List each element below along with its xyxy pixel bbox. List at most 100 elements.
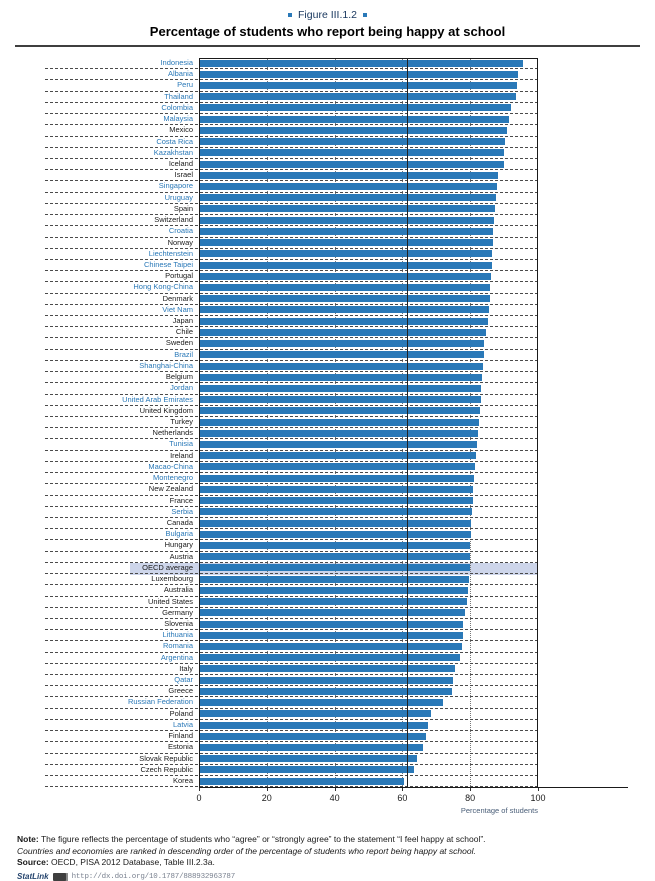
bar: [199, 138, 506, 146]
country-label: Greece: [168, 686, 193, 696]
bar: [199, 699, 443, 707]
table-row: Malaysia: [45, 114, 538, 126]
plot-cell: [199, 260, 538, 270]
bar: [199, 93, 516, 101]
bar: [199, 463, 476, 471]
table-row: OECD average: [45, 563, 538, 575]
axis-tick-label: 20: [261, 793, 272, 803]
table-row: Australia: [45, 585, 538, 597]
plot-cell: [199, 80, 538, 90]
chart-rows: Indonesia Albania Peru Thailand Colombia Mala…: [45, 58, 538, 788]
country-label: Costa Rica: [156, 136, 193, 146]
table-row: Qatar: [45, 675, 538, 687]
bar: [199, 216, 494, 224]
plot-cell: [199, 507, 538, 517]
title-separator: [15, 45, 640, 47]
bar: [199, 553, 470, 561]
table-row: Singapore: [45, 181, 538, 193]
bar: [199, 743, 424, 751]
bar: [199, 261, 492, 269]
country-label: United Kingdom: [139, 405, 193, 415]
table-row: Norway: [45, 238, 538, 249]
statlink-line: StatLink http://dx.doi.org/10.1787/88893…: [17, 871, 638, 881]
country-label: Turkey: [170, 417, 193, 426]
plot-cell: [199, 742, 538, 752]
bar: [199, 82, 517, 90]
table-row: Shanghai-China: [45, 361, 538, 373]
plot-cell: [199, 653, 538, 663]
bar: [199, 620, 464, 628]
table-row: Kazakhstan: [45, 148, 538, 159]
axis-tick: [199, 788, 200, 791]
plot-cell: [199, 316, 538, 326]
country-label: Brazil: [174, 349, 193, 359]
plot-cell: [199, 563, 538, 573]
table-row: Chile: [45, 327, 538, 339]
country-label: Argentina: [160, 652, 193, 662]
plot-cell: [199, 181, 538, 191]
country-label: Switzerland: [154, 215, 193, 225]
statlink-icon: [52, 872, 68, 881]
plot-cell: [199, 709, 538, 719]
plot-cell: [199, 148, 538, 158]
country-label: Iceland: [168, 158, 193, 168]
plot-cell: [199, 462, 538, 472]
bar: [199, 160, 505, 168]
plot-cell: [199, 484, 538, 494]
table-row: Croatia: [45, 226, 538, 238]
plot-cell: [199, 630, 538, 640]
bar: [199, 676, 453, 684]
table-row: Spain: [45, 204, 538, 216]
statlink-url[interactable]: http://dx.doi.org/10.1787/888932963787: [71, 872, 236, 881]
table-row: Tunisia: [45, 439, 538, 451]
bar: [199, 598, 467, 606]
bar: [199, 710, 432, 718]
bar: [199, 755, 417, 763]
bar: [199, 485, 474, 493]
table-row: Albania: [45, 69, 538, 81]
table-row: Czech Republic: [45, 765, 538, 776]
plot-cell: [199, 226, 538, 236]
plot-cell: [199, 69, 538, 79]
table-row: Serbia: [45, 507, 538, 518]
plot-cell: [199, 754, 538, 764]
table-row: Slovak Republic: [45, 754, 538, 765]
plot-cell: [199, 238, 538, 248]
plot-cell: [199, 137, 538, 147]
bar: [199, 721, 428, 729]
footer-notes: Note: The figure reflects the percentage…: [17, 834, 638, 881]
bar: [199, 283, 491, 291]
axis-tick: [470, 788, 472, 791]
bar-chart: Indonesia Albania Peru Thailand Colombia Mala…: [0, 58, 655, 824]
bar: [199, 205, 496, 213]
table-row: Slovenia: [45, 619, 538, 631]
table-row: Bulgaria: [45, 529, 538, 541]
country-label: Denmark: [162, 293, 193, 303]
plot-cell: [199, 103, 538, 113]
country-label: Kazakhstan: [153, 147, 193, 157]
table-row: Hong Kong-China: [45, 282, 538, 294]
bar: [199, 351, 485, 359]
country-label: Macao-China: [148, 461, 193, 471]
country-label: Portugal: [165, 271, 193, 281]
bar: [199, 631, 463, 639]
country-label: Finland: [168, 731, 193, 741]
country-label: United Arab Emirates: [122, 394, 193, 404]
plot-cell: [199, 451, 538, 461]
note-text: The figure reflects the percentage of st…: [38, 834, 486, 844]
figure-label: Figure III.1.2: [0, 9, 655, 21]
table-row: Peru: [45, 80, 538, 92]
country-label: New Zealand: [148, 484, 193, 494]
table-row: Germany: [45, 608, 538, 619]
plot-cell: [199, 159, 538, 169]
table-row: Iceland: [45, 158, 538, 171]
table-row: Viet Nam: [45, 305, 538, 317]
country-label: Malaysia: [163, 114, 193, 124]
bar: [199, 418, 479, 426]
table-row: Costa Rica: [45, 137, 538, 148]
country-label: Hong Kong-China: [133, 282, 193, 292]
table-row: Greece: [45, 686, 538, 698]
plot-cell: [199, 215, 538, 225]
country-label: Colombia: [161, 102, 193, 112]
